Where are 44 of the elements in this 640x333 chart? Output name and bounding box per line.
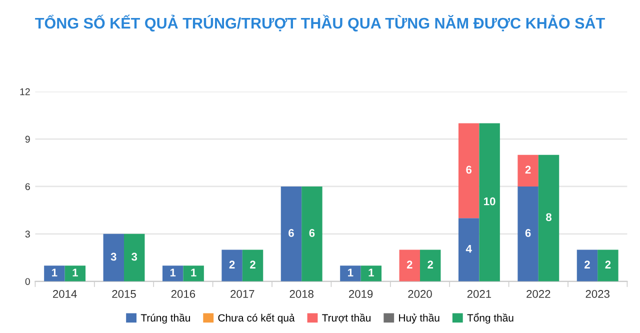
legend-label: Huỷ thầu [399,313,440,324]
data-label: 6 [288,229,294,237]
x-tick-label: 2021 [467,290,492,298]
x-tick-label: 2018 [290,290,314,298]
data-label: 3 [110,252,116,261]
x-tick-label: 2014 [53,290,77,298]
x-tick-label: 2020 [408,290,432,298]
data-label: 2 [229,260,235,268]
data-label: 2 [584,260,590,268]
data-label: 6 [466,166,472,174]
data-label: 2 [605,260,611,268]
data-label: 3 [132,252,138,261]
chart-title: TỔNG SỐ KẾT QUẢ TRÚNG/TRƯỢT THẦU QUA TỪNG NĂM ĐƯỢC KHẢO SÁT [35,14,605,32]
data-label: 1 [170,268,176,276]
data-label: 2 [406,260,412,268]
data-label: 2 [525,166,531,174]
legend-label: Chưa có kết quả [218,313,295,324]
x-tick-label: 2019 [349,290,373,298]
data-label: 2 [428,260,434,268]
data-label: 10 [484,197,496,206]
data-label: 6 [525,229,531,237]
x-tick-label: 2023 [586,290,610,298]
bar [518,154,538,186]
y-tick-label: 12 [20,88,30,96]
data-label: 1 [368,268,374,276]
data-label: 1 [72,268,78,276]
data-label: 6 [309,229,315,237]
data-label: 4 [466,244,472,253]
y-tick-label: 9 [25,136,30,143]
legend-label: Tổng thầu [467,313,514,324]
y-tick-label: 3 [25,230,30,238]
legend-label: Trượt thầu [322,313,370,324]
x-tick-label: 2017 [230,290,254,298]
x-tick-label: 2022 [526,290,550,298]
x-tick-label: 2015 [112,290,136,298]
y-tick-label: 6 [25,183,30,190]
data-label: 1 [348,268,354,276]
data-label: 1 [191,268,196,276]
data-label: 2 [250,260,256,268]
data-label: 1 [52,268,58,276]
data-label: 8 [546,213,552,222]
x-tick-label: 2016 [171,290,196,298]
legend-label: Trúng thầu [140,313,190,324]
y-tick-label: 0 [25,278,30,286]
